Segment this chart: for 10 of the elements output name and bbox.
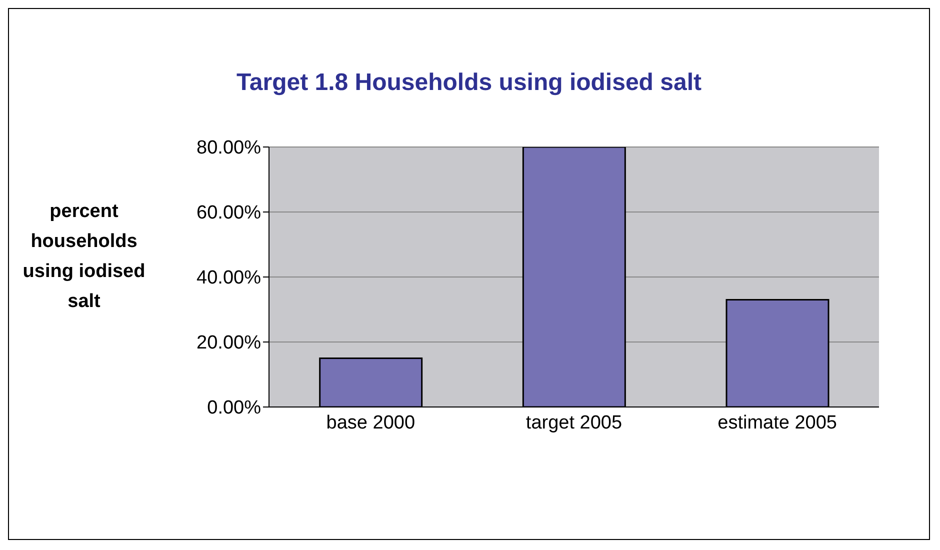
- x-tick-label: base 2000: [326, 412, 416, 434]
- y-tick-label: 20.00%: [196, 332, 262, 354]
- y-tick-label: 0.00%: [207, 398, 262, 419]
- y-axis-title: percent households using iodised salt: [22, 200, 146, 314]
- chart-title: Target 1.8 Households using iodised salt: [236, 69, 702, 97]
- y-tick-label: 40.00%: [196, 268, 262, 289]
- x-tick-label: estimate 2005: [718, 412, 838, 434]
- x-tick-label: target 2005: [526, 412, 622, 434]
- y-tick-label: 80.00%: [196, 138, 262, 159]
- y-tick-label: 60.00%: [196, 202, 262, 224]
